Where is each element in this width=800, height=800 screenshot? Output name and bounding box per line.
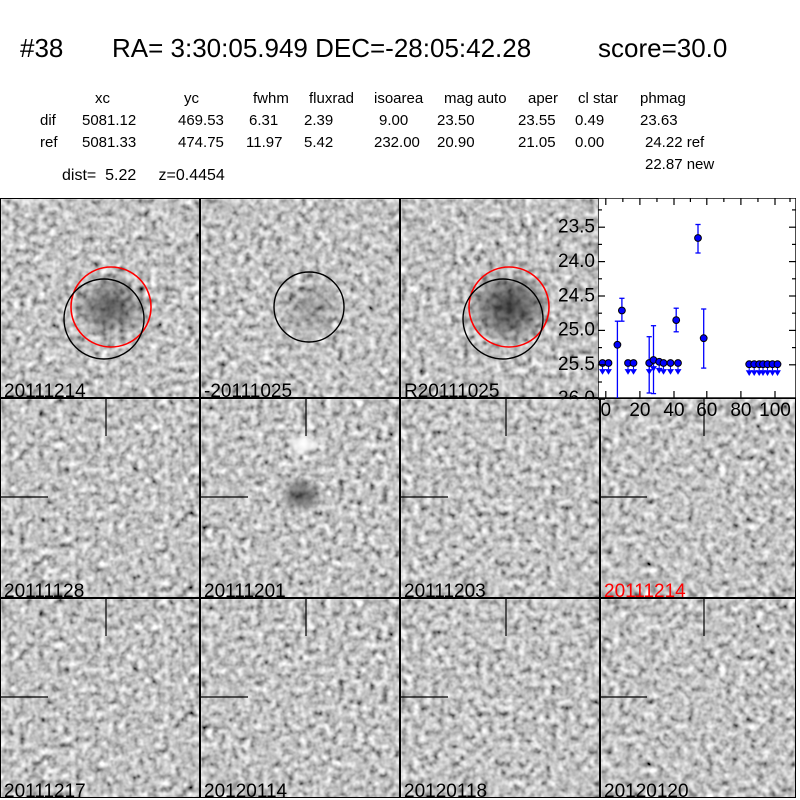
svg-text:24.5: 24.5 <box>558 285 595 306</box>
svg-text:25.5: 25.5 <box>558 354 595 375</box>
svg-text:24.0: 24.0 <box>558 251 595 272</box>
svg-text:25.0: 25.0 <box>558 320 595 341</box>
svg-text:23.5: 23.5 <box>558 217 595 238</box>
